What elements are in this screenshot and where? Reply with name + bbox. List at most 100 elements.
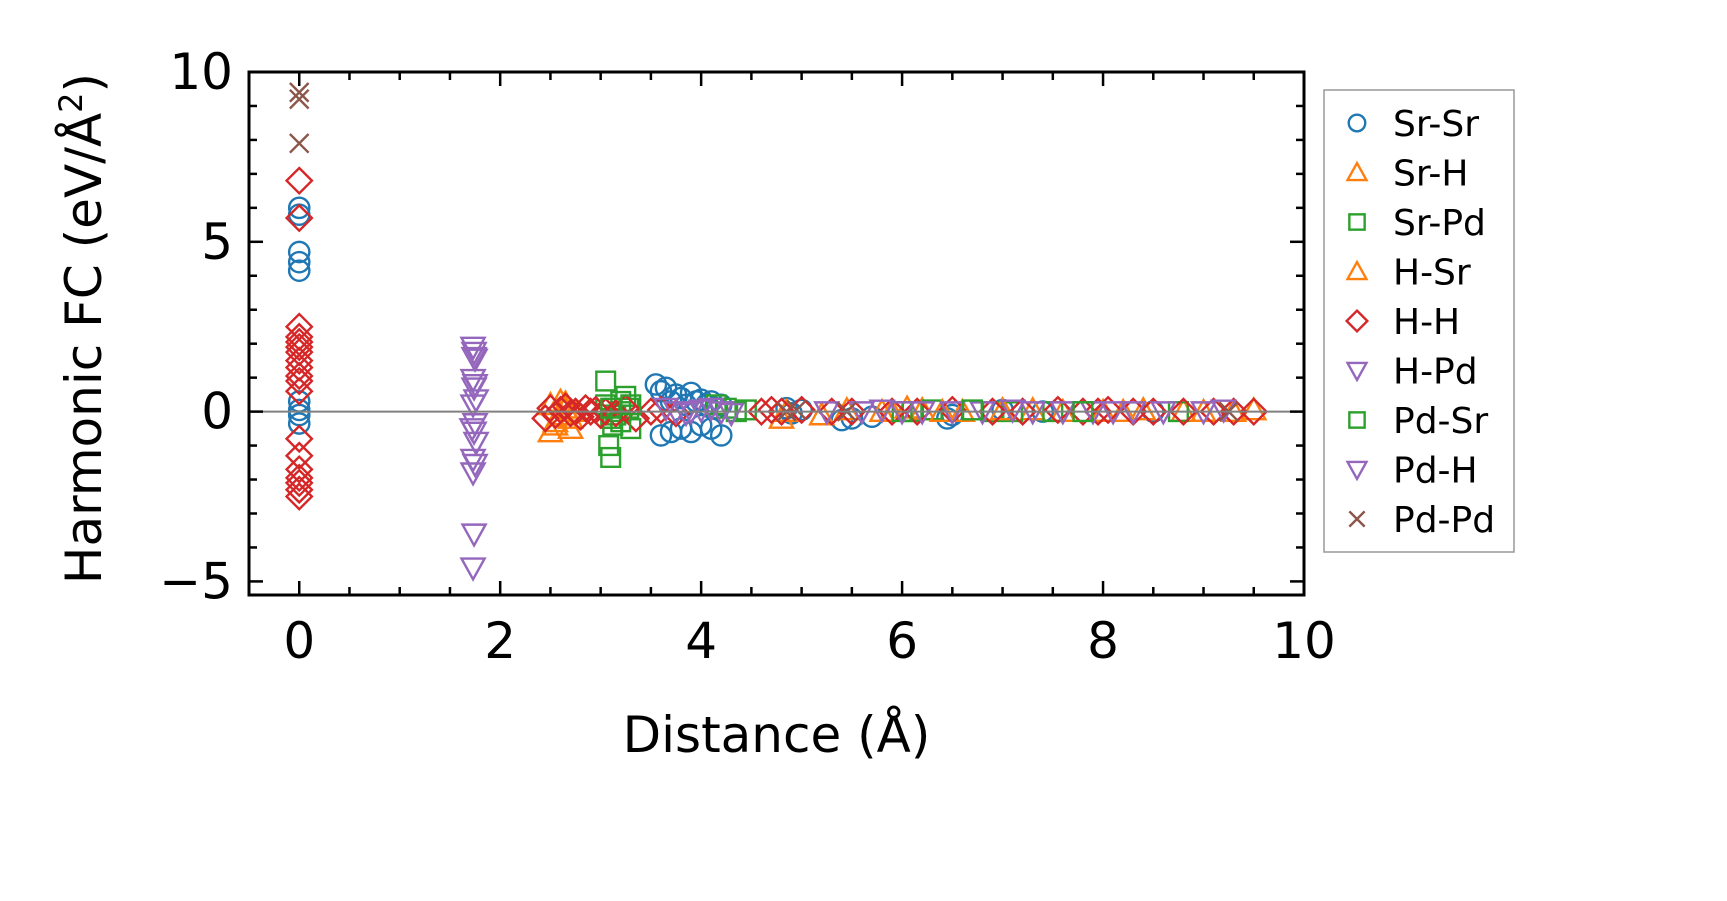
legend-marker: [1348, 510, 1366, 528]
legend-marker: [1348, 213, 1366, 231]
data-point: [284, 346, 314, 376]
legend-item: Sr-Sr: [1347, 104, 1479, 145]
legend-marker: [1345, 259, 1369, 281]
data-point: [595, 370, 617, 392]
legend-item: Pd-H: [1345, 451, 1478, 492]
data-point: [1119, 401, 1147, 426]
data-point: [284, 332, 314, 362]
data-point: [697, 397, 725, 423]
data-point: [284, 166, 314, 196]
legend-marker: [1344, 308, 1370, 334]
legend-marker: [1345, 160, 1369, 182]
data-point: [1199, 397, 1228, 426]
y-tick-label: 10: [169, 43, 233, 101]
data-point: [551, 392, 580, 421]
legend-label: Sr-Sr: [1393, 104, 1479, 145]
y-axis-label-close: ): [55, 73, 113, 93]
data-point: [287, 259, 311, 282]
legend-label: Pd-Sr: [1393, 401, 1488, 442]
data-point: [462, 431, 490, 457]
legend-item: Sr-H: [1345, 154, 1468, 195]
data-point: [460, 341, 488, 367]
legend-marker: [1345, 460, 1369, 482]
x-tick-label: 10: [1272, 612, 1336, 670]
data-point: [598, 435, 620, 457]
legend-item: Pd-Pd: [1348, 500, 1495, 541]
data-point: [961, 399, 983, 421]
x-tick-label: 0: [283, 612, 315, 670]
data-point: [284, 361, 314, 391]
data-point: [289, 133, 310, 154]
data-point: [536, 393, 565, 423]
data-point: [284, 482, 314, 511]
legend-label: H-H: [1393, 302, 1460, 343]
data-point: [1083, 397, 1113, 426]
data-point: [284, 463, 314, 493]
legend-item: H-Sr: [1345, 253, 1471, 294]
data-point: [1019, 401, 1047, 426]
x-tick-label: 6: [886, 612, 918, 670]
x-axis-label: Distance (Å): [623, 706, 931, 764]
legend-marker: [1345, 361, 1369, 383]
data-point: [287, 250, 311, 274]
data-point: [460, 523, 488, 548]
data-point: [289, 88, 310, 110]
data-point: [717, 402, 745, 428]
data-point: [459, 394, 487, 419]
data-point: [1099, 401, 1127, 426]
data-point: [287, 196, 311, 220]
data-point: [677, 401, 705, 426]
data-point: [289, 82, 310, 103]
data-point: [1109, 397, 1137, 423]
series-pd-h: [459, 346, 1218, 487]
data-point: [786, 399, 807, 421]
data-point: [284, 376, 314, 406]
legend-label: Pd-Pd: [1393, 500, 1495, 541]
data-point: [672, 402, 700, 428]
legend-item: H-Pd: [1345, 352, 1478, 393]
data-points: [284, 82, 1269, 582]
legend-item: H-H: [1344, 302, 1460, 343]
legend-marker: [1348, 411, 1366, 429]
data-point: [1189, 401, 1218, 426]
legend-label: H-Pd: [1393, 352, 1478, 393]
data-point: [908, 401, 936, 426]
data-point: [1049, 401, 1077, 426]
data-point: [600, 446, 622, 469]
axis-ticks: [247, 70, 1306, 595]
data-point: [287, 412, 311, 435]
data-point: [948, 397, 976, 423]
data-point: [461, 453, 489, 479]
data-point: [848, 401, 876, 426]
data-point: [284, 424, 314, 454]
data-point: [576, 397, 605, 426]
legend-label: Sr-Pd: [1393, 203, 1486, 244]
data-point: [1093, 395, 1123, 425]
data-point: [1008, 397, 1038, 426]
data-point: [620, 394, 642, 416]
data-point: [877, 397, 907, 426]
data-point: [735, 399, 757, 421]
data-point: [978, 397, 1007, 426]
data-point: [644, 373, 668, 396]
legend-label: H-Sr: [1393, 253, 1471, 294]
data-point: [459, 557, 487, 582]
legend-item: Pd-Sr: [1348, 401, 1488, 442]
data-point: [1138, 397, 1168, 426]
y-axis-label: Harmonic FC (eV/Å2): [52, 73, 113, 584]
legend: Sr-Sr Sr-H Sr-Pd H-Sr H-H H-Pd Pd-Sr Pd-H Pd-Pd: [1323, 89, 1515, 553]
data-point: [1019, 395, 1047, 421]
data-point: [284, 454, 314, 484]
data-point: [284, 468, 314, 498]
data-point: [1240, 395, 1268, 421]
data-point: [817, 397, 847, 426]
data-point: [928, 397, 956, 423]
data-point: [531, 404, 560, 433]
data-point: [662, 401, 690, 426]
y-tick-label: −5: [159, 552, 233, 610]
data-point: [888, 401, 916, 426]
data-point: [287, 398, 311, 422]
data-point: [808, 400, 836, 426]
data-point: [461, 374, 489, 399]
legend-label: Sr-H: [1393, 154, 1468, 195]
